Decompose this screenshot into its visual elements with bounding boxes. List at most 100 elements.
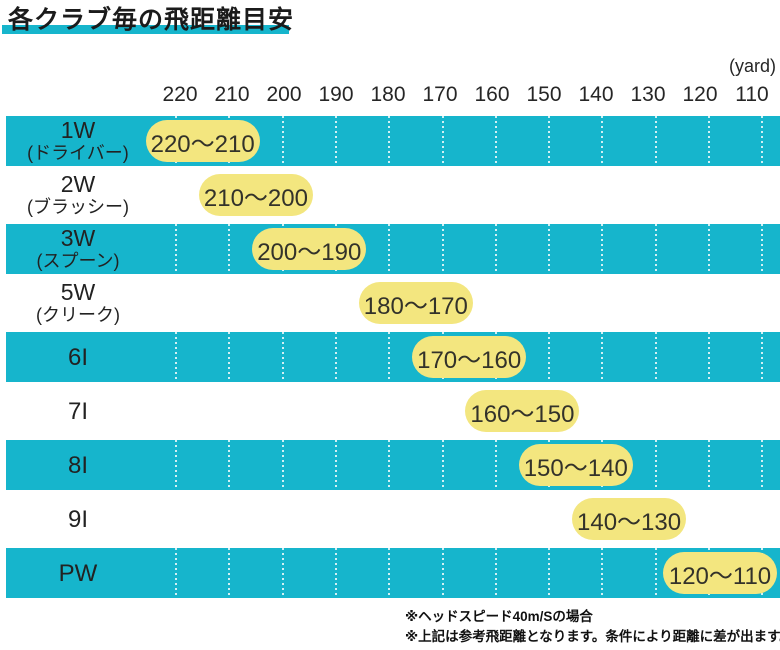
chart-row: 9I 140〜130 <box>0 492 780 546</box>
row-label: 7I <box>0 384 156 438</box>
footnote-line: ※上記は参考飛距離となります。条件により距離に差が出ます。 <box>405 629 780 644</box>
club-label: 8I <box>67 451 88 479</box>
axis-unit-label: (yard) <box>728 56 776 76</box>
distance-pill-label: 180〜170 <box>363 292 468 320</box>
gridline <box>601 116 604 166</box>
gridline <box>708 116 710 166</box>
row-label: 2W (ブラッシー) <box>0 168 156 222</box>
gridline <box>601 548 604 598</box>
row-band <box>6 332 780 382</box>
club-sub-label: (クリーク) <box>36 305 120 325</box>
club-label: 2W <box>60 171 96 197</box>
footnote-line: ※ヘッドスピード40m/Sの場合 <box>405 609 593 624</box>
row-band <box>6 116 780 166</box>
gridline <box>494 116 497 166</box>
chart-row: 2W (ブラッシー) 210〜200 <box>0 168 780 222</box>
gridline <box>548 332 551 382</box>
club-sub-label: (スプーン) <box>36 251 120 271</box>
row-band <box>6 224 780 274</box>
axis-tick: 180 <box>370 83 406 106</box>
gridline <box>175 440 177 490</box>
distance-pill: 210〜200 <box>198 174 313 216</box>
row-label: 6I <box>0 330 156 384</box>
distance-pill-label: 170〜160 <box>417 346 522 374</box>
distance-pill: 140〜130 <box>572 498 687 540</box>
club-sub-label: (ドライバー) <box>27 143 129 163</box>
gridline <box>334 548 337 598</box>
distance-pill-label: 150〜140 <box>523 454 628 482</box>
distance-pill-label: 200〜190 <box>257 238 362 266</box>
gridline <box>494 224 497 274</box>
gridline <box>228 332 231 382</box>
gridline <box>601 224 604 274</box>
title-underline <box>2 25 289 34</box>
gridline <box>548 548 551 598</box>
distance-pill: 150〜140 <box>518 444 633 486</box>
axis-tick: 160 <box>474 83 510 106</box>
distance-pill: 220〜210 <box>145 120 260 162</box>
row-label: 3W (スプーン) <box>0 222 156 276</box>
gridline <box>281 116 284 166</box>
chart-row: 5W (クリーク) 180〜170 <box>0 276 780 330</box>
club-label: 1W <box>60 117 96 143</box>
club-label: 7I <box>67 397 88 425</box>
gridline <box>548 224 551 274</box>
gridline <box>281 332 284 382</box>
row-label: 5W (クリーク) <box>0 276 156 330</box>
row-label: 9I <box>0 492 156 546</box>
distance-pill-label: 210〜200 <box>203 184 308 212</box>
distance-pill: 200〜190 <box>252 228 367 270</box>
gridline <box>388 440 391 490</box>
gridline <box>548 116 551 166</box>
gridline <box>441 224 444 274</box>
page-title: 各クラブ毎の飛距離目安 <box>8 6 295 34</box>
gridline <box>388 224 391 274</box>
row-band <box>6 548 780 598</box>
axis-tick: 130 <box>630 83 666 106</box>
row-band <box>6 440 780 490</box>
gridline <box>494 440 497 490</box>
gridline <box>388 548 391 598</box>
gridline <box>601 332 604 382</box>
gridline <box>281 548 284 598</box>
axis-tick: 200 <box>266 83 302 106</box>
axis-tick: 120 <box>682 83 718 106</box>
chart-row: 8I 150〜140 <box>0 438 780 492</box>
club-label: 5W <box>60 279 96 305</box>
gridline <box>761 332 764 382</box>
row-label: 1W (ドライバー) <box>0 114 156 168</box>
gridline <box>494 548 497 598</box>
gridline <box>228 224 231 274</box>
distance-pill: 160〜150 <box>465 390 580 432</box>
gridline <box>441 440 444 490</box>
gridline <box>708 224 710 274</box>
distance-pill: 180〜170 <box>358 282 473 324</box>
gridline <box>228 440 231 490</box>
gridline <box>388 116 391 166</box>
distance-pill-label: 120〜110 <box>668 562 772 590</box>
chart-row: 1W (ドライバー) 220〜210 <box>0 114 780 168</box>
axis-tick: 220 <box>162 83 198 106</box>
axis-tick: 110 <box>735 83 769 106</box>
gridline <box>654 116 657 166</box>
chart-rows: 1W (ドライバー) 220〜210 2W (ブラッシー) 210〜200 3W (スプーン)… <box>0 114 780 600</box>
axis-tick: 190 <box>318 83 354 106</box>
chart-row: PW 120〜110 <box>0 546 780 600</box>
footnotes: ※ヘッドスピード40m/Sの場合 ※上記は参考飛距離となります。条件により距離に… <box>405 607 780 647</box>
gridline <box>708 332 710 382</box>
axis-tick: 170 <box>422 83 458 106</box>
distance-pill-label: 140〜130 <box>577 508 682 536</box>
distance-pill-label: 160〜150 <box>470 400 575 428</box>
axis-tick: 140 <box>578 83 614 106</box>
gridline <box>441 548 444 598</box>
club-label: 6I <box>67 343 88 371</box>
gridline <box>334 440 337 490</box>
gridline <box>708 440 710 490</box>
gridline <box>654 224 657 274</box>
gridline <box>654 332 657 382</box>
club-label: 9I <box>67 505 88 533</box>
club-label: 3W <box>60 225 96 251</box>
gridline <box>761 116 764 166</box>
gridline <box>654 548 657 598</box>
